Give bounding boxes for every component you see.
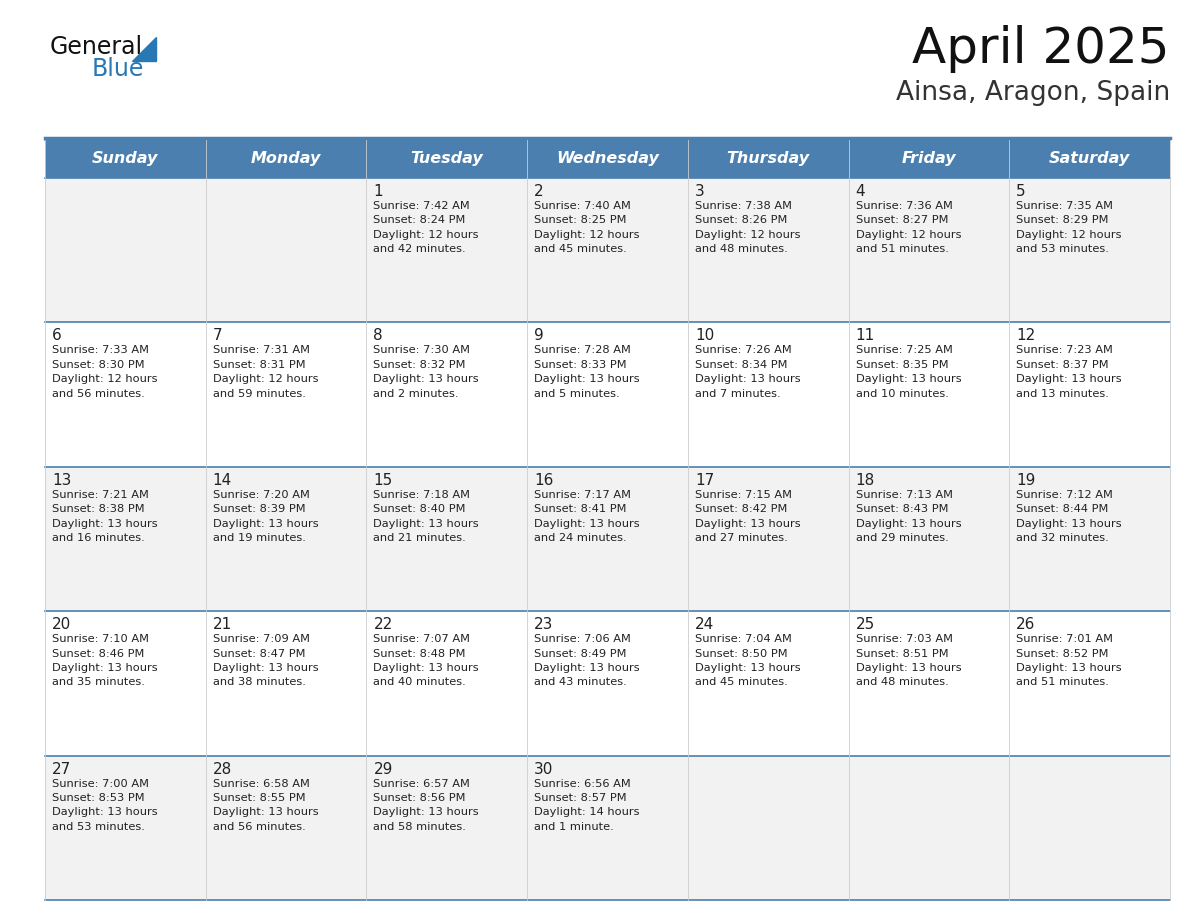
Text: Sunday: Sunday	[93, 151, 158, 166]
Text: Sunrise: 7:18 AM
Sunset: 8:40 PM
Daylight: 13 hours
and 21 minutes.: Sunrise: 7:18 AM Sunset: 8:40 PM Dayligh…	[373, 490, 479, 543]
Text: Thursday: Thursday	[727, 151, 810, 166]
Text: Sunrise: 7:31 AM
Sunset: 8:31 PM
Daylight: 12 hours
and 59 minutes.: Sunrise: 7:31 AM Sunset: 8:31 PM Dayligh…	[213, 345, 318, 398]
Text: 7: 7	[213, 329, 222, 343]
Text: Blue: Blue	[91, 57, 145, 81]
Text: 2: 2	[535, 184, 544, 199]
Text: Tuesday: Tuesday	[410, 151, 484, 166]
Text: Sunrise: 7:01 AM
Sunset: 8:52 PM
Daylight: 13 hours
and 51 minutes.: Sunrise: 7:01 AM Sunset: 8:52 PM Dayligh…	[1016, 634, 1121, 688]
Text: Sunrise: 7:35 AM
Sunset: 8:29 PM
Daylight: 12 hours
and 53 minutes.: Sunrise: 7:35 AM Sunset: 8:29 PM Dayligh…	[1016, 201, 1121, 254]
Text: Ainsa, Aragon, Spain: Ainsa, Aragon, Spain	[896, 80, 1170, 106]
Text: 30: 30	[535, 762, 554, 777]
Text: Sunrise: 7:21 AM
Sunset: 8:38 PM
Daylight: 13 hours
and 16 minutes.: Sunrise: 7:21 AM Sunset: 8:38 PM Dayligh…	[52, 490, 158, 543]
Text: Sunrise: 7:07 AM
Sunset: 8:48 PM
Daylight: 13 hours
and 40 minutes.: Sunrise: 7:07 AM Sunset: 8:48 PM Dayligh…	[373, 634, 479, 688]
Text: Sunrise: 7:13 AM
Sunset: 8:43 PM
Daylight: 13 hours
and 29 minutes.: Sunrise: 7:13 AM Sunset: 8:43 PM Dayligh…	[855, 490, 961, 543]
Text: 4: 4	[855, 184, 865, 199]
Text: Sunrise: 7:23 AM
Sunset: 8:37 PM
Daylight: 13 hours
and 13 minutes.: Sunrise: 7:23 AM Sunset: 8:37 PM Dayligh…	[1016, 345, 1121, 398]
Text: 12: 12	[1016, 329, 1036, 343]
Text: 14: 14	[213, 473, 232, 487]
Text: April 2025: April 2025	[912, 25, 1170, 73]
Text: Sunrise: 7:33 AM
Sunset: 8:30 PM
Daylight: 12 hours
and 56 minutes.: Sunrise: 7:33 AM Sunset: 8:30 PM Dayligh…	[52, 345, 158, 398]
Text: 28: 28	[213, 762, 232, 777]
Text: Sunrise: 7:42 AM
Sunset: 8:24 PM
Daylight: 12 hours
and 42 minutes.: Sunrise: 7:42 AM Sunset: 8:24 PM Dayligh…	[373, 201, 479, 254]
Text: 24: 24	[695, 617, 714, 633]
Text: General: General	[50, 35, 143, 59]
Text: 23: 23	[535, 617, 554, 633]
Text: 8: 8	[373, 329, 383, 343]
Text: Sunrise: 7:20 AM
Sunset: 8:39 PM
Daylight: 13 hours
and 19 minutes.: Sunrise: 7:20 AM Sunset: 8:39 PM Dayligh…	[213, 490, 318, 543]
Text: Sunrise: 7:26 AM
Sunset: 8:34 PM
Daylight: 13 hours
and 7 minutes.: Sunrise: 7:26 AM Sunset: 8:34 PM Dayligh…	[695, 345, 801, 398]
Text: 25: 25	[855, 617, 874, 633]
Text: Sunrise: 7:03 AM
Sunset: 8:51 PM
Daylight: 13 hours
and 48 minutes.: Sunrise: 7:03 AM Sunset: 8:51 PM Dayligh…	[855, 634, 961, 688]
Text: Sunrise: 7:09 AM
Sunset: 8:47 PM
Daylight: 13 hours
and 38 minutes.: Sunrise: 7:09 AM Sunset: 8:47 PM Dayligh…	[213, 634, 318, 688]
Text: 19: 19	[1016, 473, 1036, 487]
Text: Sunrise: 7:38 AM
Sunset: 8:26 PM
Daylight: 12 hours
and 48 minutes.: Sunrise: 7:38 AM Sunset: 8:26 PM Dayligh…	[695, 201, 801, 254]
Polygon shape	[132, 37, 156, 61]
Text: 21: 21	[213, 617, 232, 633]
Text: 9: 9	[535, 329, 544, 343]
Text: 20: 20	[52, 617, 71, 633]
Text: 11: 11	[855, 329, 874, 343]
Bar	[45, 611, 1170, 756]
Text: Sunrise: 6:57 AM
Sunset: 8:56 PM
Daylight: 13 hours
and 58 minutes.: Sunrise: 6:57 AM Sunset: 8:56 PM Dayligh…	[373, 778, 479, 832]
Text: Sunrise: 7:25 AM
Sunset: 8:35 PM
Daylight: 13 hours
and 10 minutes.: Sunrise: 7:25 AM Sunset: 8:35 PM Dayligh…	[855, 345, 961, 398]
Text: Sunrise: 6:58 AM
Sunset: 8:55 PM
Daylight: 13 hours
and 56 minutes.: Sunrise: 6:58 AM Sunset: 8:55 PM Dayligh…	[213, 778, 318, 832]
Text: 6: 6	[52, 329, 62, 343]
Text: Monday: Monday	[251, 151, 321, 166]
Text: Sunrise: 7:17 AM
Sunset: 8:41 PM
Daylight: 13 hours
and 24 minutes.: Sunrise: 7:17 AM Sunset: 8:41 PM Dayligh…	[535, 490, 640, 543]
Text: 17: 17	[695, 473, 714, 487]
Text: 1: 1	[373, 184, 383, 199]
Bar	[45, 322, 1170, 466]
Text: 18: 18	[855, 473, 874, 487]
Bar	[45, 756, 1170, 900]
Bar	[45, 140, 1170, 178]
Bar	[45, 466, 1170, 611]
Text: Saturday: Saturday	[1049, 151, 1130, 166]
Text: Sunrise: 7:36 AM
Sunset: 8:27 PM
Daylight: 12 hours
and 51 minutes.: Sunrise: 7:36 AM Sunset: 8:27 PM Dayligh…	[855, 201, 961, 254]
Text: Sunrise: 7:04 AM
Sunset: 8:50 PM
Daylight: 13 hours
and 45 minutes.: Sunrise: 7:04 AM Sunset: 8:50 PM Dayligh…	[695, 634, 801, 688]
Text: Sunrise: 6:56 AM
Sunset: 8:57 PM
Daylight: 14 hours
and 1 minute.: Sunrise: 6:56 AM Sunset: 8:57 PM Dayligh…	[535, 778, 639, 832]
Text: 26: 26	[1016, 617, 1036, 633]
Text: 10: 10	[695, 329, 714, 343]
Text: Sunrise: 7:12 AM
Sunset: 8:44 PM
Daylight: 13 hours
and 32 minutes.: Sunrise: 7:12 AM Sunset: 8:44 PM Dayligh…	[1016, 490, 1121, 543]
Text: 3: 3	[695, 184, 704, 199]
Text: Sunrise: 7:30 AM
Sunset: 8:32 PM
Daylight: 13 hours
and 2 minutes.: Sunrise: 7:30 AM Sunset: 8:32 PM Dayligh…	[373, 345, 479, 398]
Text: 15: 15	[373, 473, 393, 487]
Text: Sunrise: 7:28 AM
Sunset: 8:33 PM
Daylight: 13 hours
and 5 minutes.: Sunrise: 7:28 AM Sunset: 8:33 PM Dayligh…	[535, 345, 640, 398]
Text: Sunrise: 7:40 AM
Sunset: 8:25 PM
Daylight: 12 hours
and 45 minutes.: Sunrise: 7:40 AM Sunset: 8:25 PM Dayligh…	[535, 201, 639, 254]
Text: 5: 5	[1016, 184, 1026, 199]
Text: Sunrise: 7:00 AM
Sunset: 8:53 PM
Daylight: 13 hours
and 53 minutes.: Sunrise: 7:00 AM Sunset: 8:53 PM Dayligh…	[52, 778, 158, 832]
Text: 27: 27	[52, 762, 71, 777]
Text: 13: 13	[52, 473, 71, 487]
Text: Sunrise: 7:10 AM
Sunset: 8:46 PM
Daylight: 13 hours
and 35 minutes.: Sunrise: 7:10 AM Sunset: 8:46 PM Dayligh…	[52, 634, 158, 688]
Bar	[45, 178, 1170, 322]
Text: Sunrise: 7:15 AM
Sunset: 8:42 PM
Daylight: 13 hours
and 27 minutes.: Sunrise: 7:15 AM Sunset: 8:42 PM Dayligh…	[695, 490, 801, 543]
Text: Sunrise: 7:06 AM
Sunset: 8:49 PM
Daylight: 13 hours
and 43 minutes.: Sunrise: 7:06 AM Sunset: 8:49 PM Dayligh…	[535, 634, 640, 688]
Text: 16: 16	[535, 473, 554, 487]
Text: 22: 22	[373, 617, 393, 633]
Text: Friday: Friday	[902, 151, 956, 166]
Text: 29: 29	[373, 762, 393, 777]
Text: Wednesday: Wednesday	[556, 151, 659, 166]
